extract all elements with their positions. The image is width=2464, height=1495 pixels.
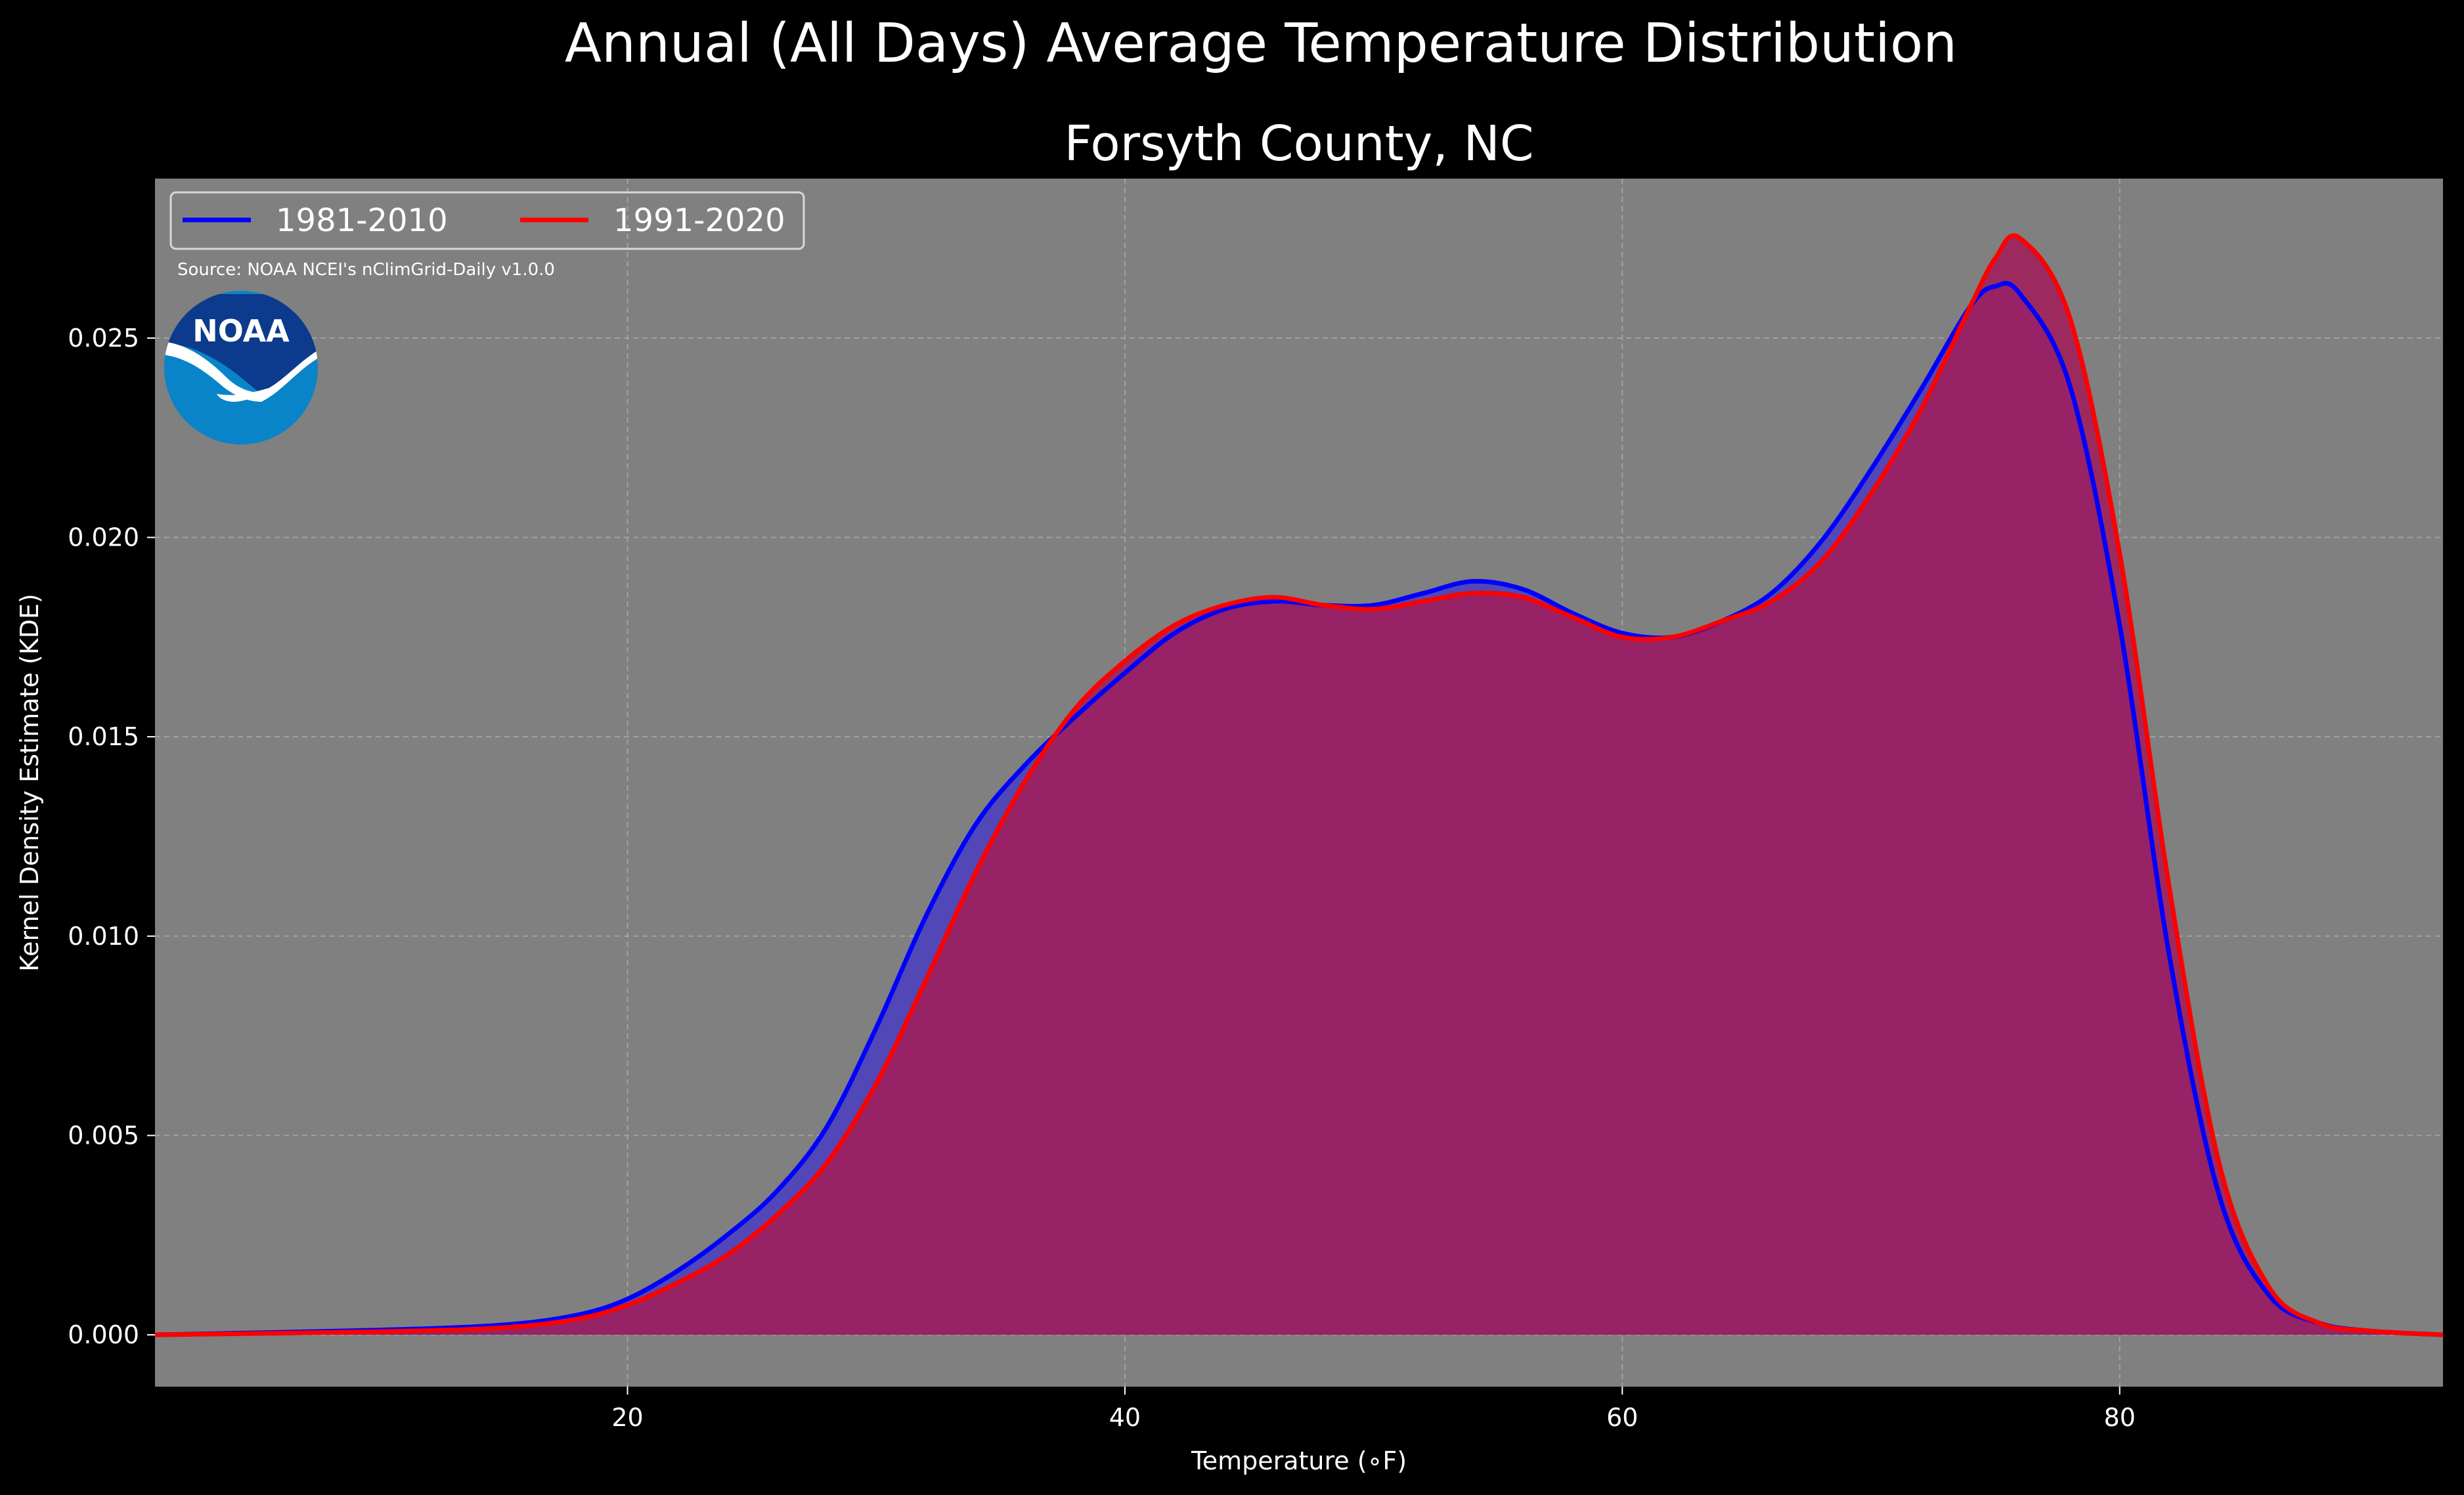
y-tick-label: 0.015: [68, 722, 139, 751]
legend-frame: [169, 191, 805, 250]
x-tick-label: 60: [1606, 1403, 1638, 1432]
y-tick-label: 0.020: [68, 523, 139, 552]
source-note: Source: NOAA NCEI's nClimGrid-Daily v1.0…: [177, 260, 555, 280]
x-tick-label: 80: [2104, 1403, 2136, 1432]
series-area-1991-2020: [155, 235, 2443, 1335]
series-line-1991-2020: [155, 233, 2443, 1337]
x-axis-label: Temperature (∘F): [1191, 1446, 1407, 1475]
y-axis-label: Kernel Density Estimate (KDE): [15, 594, 44, 972]
chart-suptitle: Annual (All Days) Average Temperature Di…: [565, 12, 1957, 75]
x-tick-label: 40: [1109, 1403, 1141, 1432]
legend: 1981-2010 1991-2020: [169, 191, 805, 250]
legend-label-1981-2010: 1981-2010: [276, 202, 448, 239]
y-tick-label: 0.025: [68, 324, 139, 353]
y-tick-label: 0.010: [68, 922, 139, 951]
legend-label-1991-2020: 1991-2020: [613, 202, 785, 239]
series-layer: [155, 233, 2443, 1337]
y-tick-label: 0.000: [68, 1320, 139, 1349]
chart-title: Forsyth County, NC: [1064, 116, 1533, 172]
y-tick-label: 0.005: [68, 1121, 139, 1150]
x-tick-label: 20: [611, 1403, 643, 1432]
noaa-logo-text: NOAA: [192, 313, 290, 349]
axes: 20 40 60 80 0.000 0.005 0.010 0.015 0.020 0.025: [68, 324, 2136, 1432]
noaa-logo: NOAA: [164, 291, 318, 444]
series-line-1981-2010: [155, 280, 2443, 1337]
